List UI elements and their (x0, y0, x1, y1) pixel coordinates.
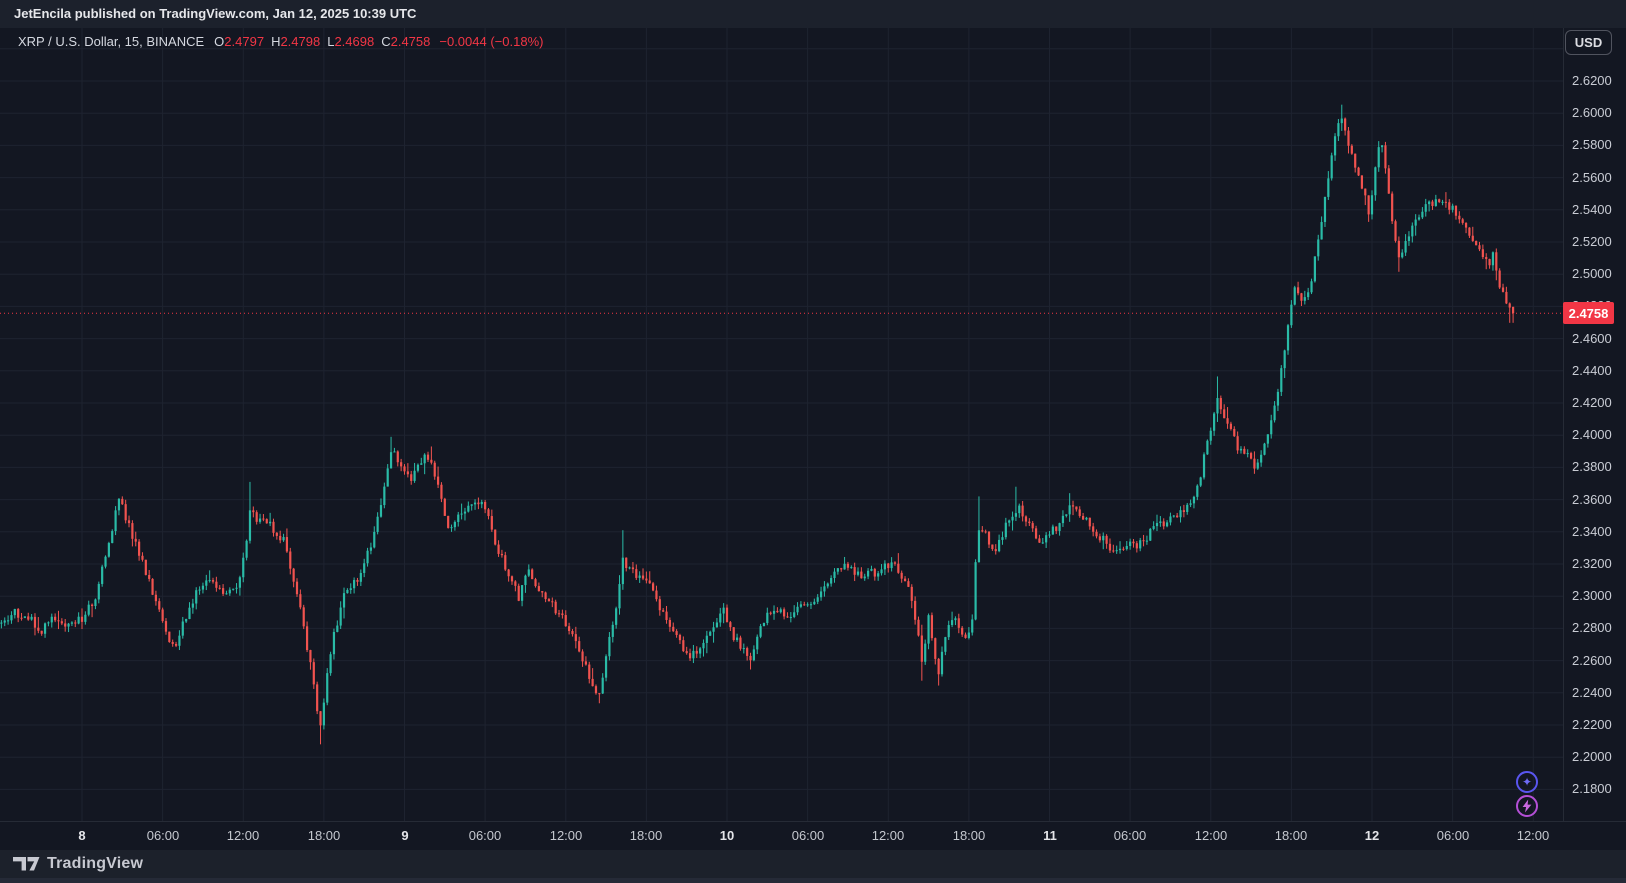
price-axis-label: 2.2600 (1572, 653, 1612, 668)
price-axis-label: 2.5000 (1572, 266, 1612, 281)
price-axis-label: 2.4200 (1572, 395, 1612, 410)
time-axis-label: 10 (719, 828, 735, 843)
time-axis-label: 18:00 (307, 828, 341, 843)
time-axis-label: 06:00 (468, 828, 502, 843)
ai-sparkle-button[interactable]: ✦ (1516, 771, 1538, 793)
ohlc-close: C2.4758 (381, 34, 431, 49)
time-axis-label: 12:00 (871, 828, 905, 843)
price-axis-pane[interactable] (1563, 28, 1626, 821)
time-axis-label: 06:00 (1436, 828, 1470, 843)
time-axis-pane[interactable] (0, 821, 1626, 850)
chart-legend: XRP / U.S. Dollar, 15, BINANCE O2.4797 H2.… (18, 34, 543, 49)
price-axis-label: 2.2000 (1572, 749, 1612, 764)
price-axis-label: 2.2200 (1572, 717, 1612, 732)
time-axis-label: 06:00 (146, 828, 180, 843)
ohlc-high: H2.4798 (271, 34, 321, 49)
price-axis-label: 2.3800 (1572, 459, 1612, 474)
footer-bar (0, 850, 1626, 878)
time-axis-label: 18:00 (1274, 828, 1308, 843)
attribution-banner: JetEncila published on TradingView.com, … (0, 0, 1626, 28)
time-axis-label: 12:00 (1194, 828, 1228, 843)
price-axis-label: 2.1800 (1572, 781, 1612, 796)
time-axis-label: 06:00 (1113, 828, 1147, 843)
time-axis-label: 12 (1364, 828, 1380, 843)
price-axis-label: 2.5800 (1572, 137, 1612, 152)
price-axis-label: 2.5200 (1572, 234, 1612, 249)
price-axis-label: 2.6200 (1572, 73, 1612, 88)
time-axis-label: 18:00 (629, 828, 663, 843)
price-axis-label: 2.4600 (1572, 331, 1612, 346)
price-axis-label: 2.3400 (1572, 524, 1612, 539)
time-axis-label: 11 (1043, 828, 1057, 843)
boost-lightning-button[interactable] (1516, 795, 1538, 817)
price-axis-label: 2.6000 (1572, 105, 1612, 120)
tradingview-wordmark: TradingView (47, 855, 144, 872)
time-axis-label: 06:00 (791, 828, 825, 843)
tradingview-icon (13, 857, 40, 871)
price-axis-label: 2.5400 (1572, 202, 1612, 217)
price-axis-label: 2.4400 (1572, 363, 1612, 378)
time-axis-label: 12:00 (226, 828, 260, 843)
symbol-title[interactable]: XRP / U.S. Dollar, 15, BINANCE (18, 34, 205, 49)
time-axis-label: 9 (401, 828, 409, 843)
price-axis-label: 2.3600 (1572, 492, 1612, 507)
price-change: −0.0044 (−0.18%) (439, 34, 544, 49)
ohlc-low: L2.4698 (327, 34, 375, 49)
price-axis-label: 2.2800 (1572, 620, 1612, 635)
ohlc-open: O2.4797 (214, 34, 265, 49)
price-axis-label: 2.4000 (1572, 427, 1612, 442)
price-axis-label: 2.3000 (1572, 588, 1612, 603)
sparkle-icon: ✦ (1521, 775, 1533, 789)
time-axis-label: 12:00 (549, 828, 583, 843)
time-axis-label: 8 (78, 828, 86, 843)
lightning-icon (1522, 799, 1532, 813)
footer-strip (0, 878, 1626, 883)
time-axis-label: 12:00 (1516, 828, 1550, 843)
time-axis-label: 18:00 (952, 828, 986, 843)
current-price-tag: 2.4758 (1563, 302, 1614, 324)
price-axis-label: 2.5600 (1572, 170, 1612, 185)
price-axis-label: 2.2400 (1572, 685, 1612, 700)
currency-toggle-button[interactable]: USD (1565, 30, 1612, 55)
tradingview-logo[interactable]: TradingView (13, 855, 143, 873)
price-axis-label: 2.3200 (1572, 556, 1612, 571)
